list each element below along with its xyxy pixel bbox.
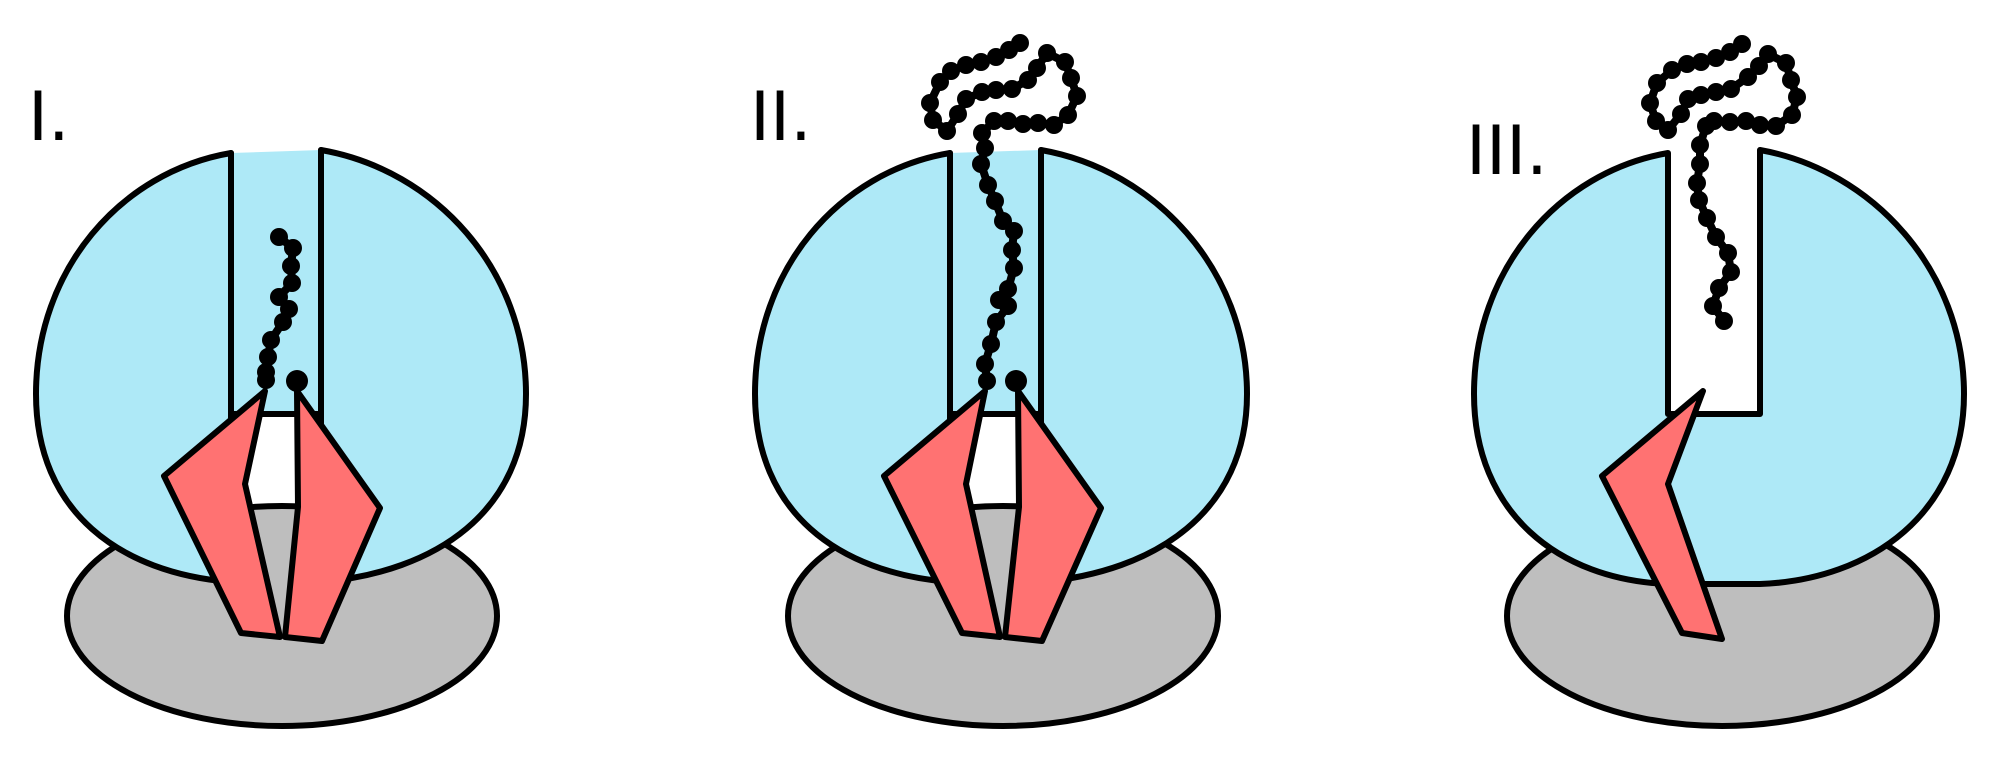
chamber-right-half <box>318 147 529 585</box>
panel-3: III. <box>1466 35 1967 729</box>
chamber-channel <box>947 147 1044 417</box>
polypeptide-chain <box>257 228 308 392</box>
blade-left <box>1599 388 1725 642</box>
blade-left <box>881 388 1003 640</box>
chamber-body <box>1471 147 1967 587</box>
blade-left <box>161 388 283 640</box>
polypeptide-chain <box>921 34 1086 392</box>
blade-right <box>1002 388 1104 644</box>
panel-2: II. <box>750 34 1250 729</box>
chamber-right-half <box>1038 147 1250 585</box>
polypeptide-chain <box>1641 35 1806 330</box>
chamber-channel <box>228 147 324 417</box>
panel-3-label: III. <box>1466 112 1548 191</box>
panel-2-label: II. <box>750 78 812 157</box>
chain-end-bead <box>1005 370 1027 392</box>
blade-right <box>282 388 383 644</box>
panel-1: I. <box>28 78 529 729</box>
panel-1-label: I. <box>28 78 70 157</box>
chain-end-bead <box>286 370 308 392</box>
